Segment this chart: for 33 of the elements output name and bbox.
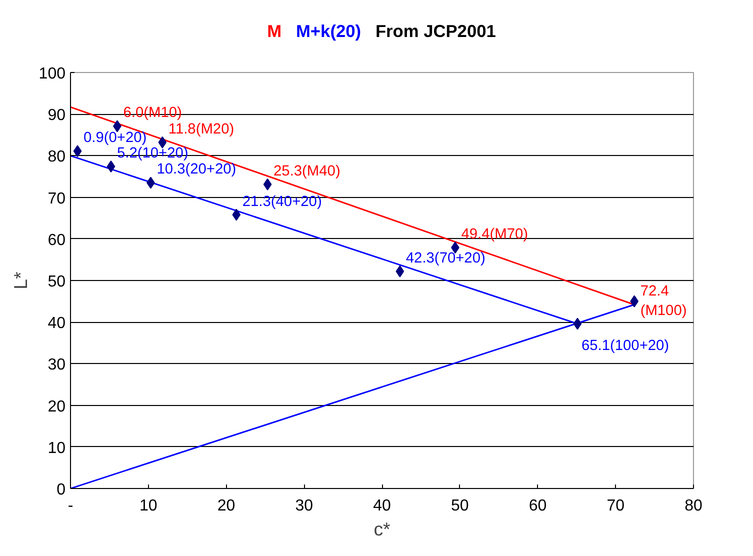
y-tick-label: 10 [48, 440, 66, 457]
x-tick-label: 20 [217, 498, 236, 514]
y-tick-label: 90 [48, 107, 66, 124]
x-tick-label: 80 [684, 498, 702, 514]
x-tick-label: 50 [450, 498, 469, 514]
data-label: 42.3(70+20) [406, 250, 486, 266]
x-axis-title: c* [374, 518, 390, 540]
x-tick-label: 40 [373, 498, 391, 514]
y-tick-label: 30 [48, 356, 66, 374]
data-label: 65.1(100+20) [581, 338, 670, 354]
data-label: 72.4(M100) [640, 284, 687, 319]
y-axis-title: L* [10, 272, 31, 290]
y-tick-label: 70 [48, 190, 66, 208]
y-tick-label: 40 [48, 315, 66, 332]
text: M [267, 21, 282, 41]
chart-title: From JCP2001 [375, 21, 496, 41]
y-tick-label: 50 [48, 274, 66, 290]
data-label: 10.3(20+20) [156, 162, 236, 178]
y-tick-label: 80 [48, 148, 66, 166]
y-tick-label: 100 [38, 66, 66, 82]
data-label: 11.8(M20) [168, 121, 234, 138]
y-tick-label: 60 [48, 232, 66, 249]
data-label: 0.9(0+20) [84, 130, 147, 146]
text: M+k(20) [296, 21, 362, 41]
x-tick-label: 60 [528, 498, 547, 514]
x-tick-label: - [68, 498, 74, 514]
data-label: 25.3(M40) [274, 163, 340, 180]
x-tick-label: 70 [606, 498, 625, 514]
y-tick-label: 20 [48, 398, 66, 416]
x-tick-label: 10 [139, 498, 158, 514]
y-tick-label: 0 [56, 482, 66, 498]
x-tick-label: 30 [295, 498, 314, 514]
data-label: 21.3(40+20) [242, 194, 322, 210]
